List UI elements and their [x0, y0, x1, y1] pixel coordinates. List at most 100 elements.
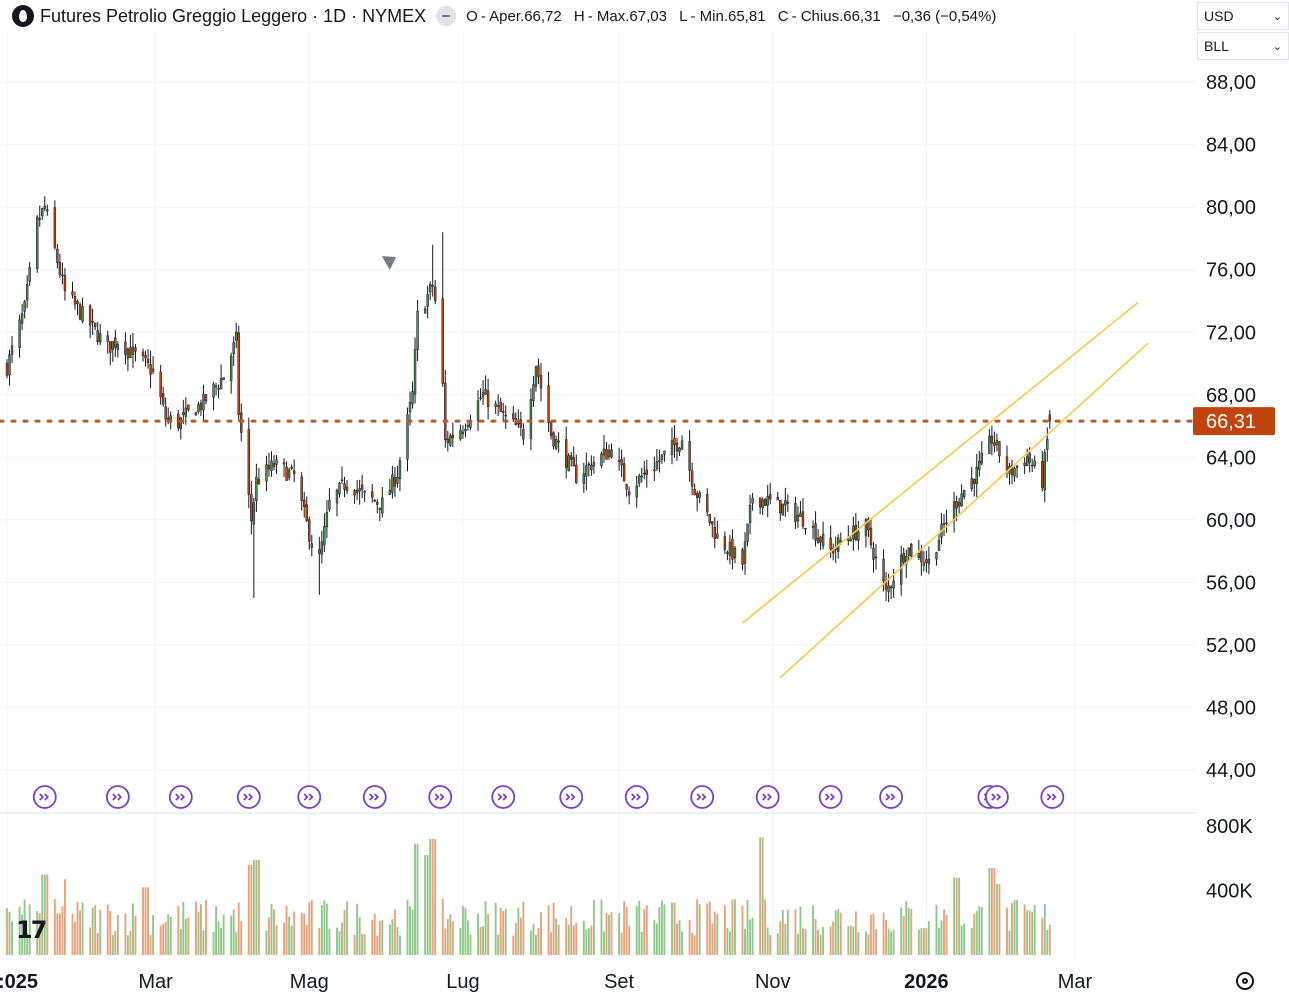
candle-body [270, 460, 273, 471]
candle-body [585, 465, 588, 477]
volume-bar [283, 922, 286, 955]
time-axis: :025 Mar Mag Lug Set Nov 2026 Mar [0, 971, 1093, 993]
price-tick-label: 60,00 [1206, 510, 1256, 532]
event-marker-icon [236, 785, 261, 809]
volume-bar [655, 923, 658, 955]
candle-body [63, 275, 67, 292]
last-price-badge [1193, 407, 1275, 436]
price-tick-label: 56,00 [1206, 572, 1256, 594]
volume-bar [713, 911, 716, 955]
candle-body [643, 472, 646, 475]
volume-bar [759, 837, 762, 955]
event-marker-arrow [631, 793, 641, 801]
volume-bar [58, 913, 61, 955]
volume-bar [628, 925, 631, 955]
volume-bar [482, 926, 485, 955]
volume-bar [958, 877, 961, 955]
volume-bar [552, 902, 555, 955]
event-marker-icon [1040, 785, 1065, 809]
volume-bar [645, 905, 648, 955]
event-marker-ring [818, 785, 843, 809]
volume-bar [232, 909, 235, 955]
high-key: H [573, 7, 585, 25]
candle-body [373, 499, 376, 502]
candle-body [680, 440, 684, 450]
candle-body [779, 500, 782, 514]
candle-body [970, 478, 973, 490]
close-key: C [777, 7, 789, 25]
volume-bar [512, 935, 515, 955]
currency-select[interactable]: USD ⌄ [1197, 2, 1289, 30]
volume-bar [361, 933, 364, 955]
volume-bar [600, 899, 603, 955]
candle-body [502, 411, 505, 413]
candle-body [796, 515, 800, 522]
volume-bar [74, 921, 76, 955]
candle-body [353, 490, 356, 496]
volume-bar [177, 905, 180, 955]
candle-body [564, 439, 568, 468]
candle-body [116, 343, 120, 350]
event-marker-arrow [1046, 793, 1057, 801]
candle-body [25, 284, 29, 301]
volume-bar [547, 905, 550, 955]
volume-bar [550, 932, 553, 955]
volume-bar [290, 925, 293, 955]
candle-body [794, 503, 797, 522]
candle-body [255, 476, 258, 502]
volume-bar [681, 931, 684, 955]
candle-body [444, 382, 447, 440]
candle-body [758, 497, 762, 508]
event-marker-arrow [497, 793, 508, 801]
event-marker-ring [362, 785, 387, 809]
volume-bar [484, 901, 487, 955]
volume-bar [1046, 929, 1049, 955]
candle-body [46, 209, 49, 212]
volume-bar [235, 932, 238, 955]
candle-body [76, 300, 79, 304]
volume-bar [1028, 910, 1031, 955]
candle-body [592, 462, 596, 467]
volume-bar [988, 868, 991, 955]
volume-bar [268, 917, 270, 955]
volume-bar [582, 920, 585, 955]
candle-body [428, 284, 432, 293]
candle-body [431, 284, 434, 287]
candle-body [252, 502, 256, 525]
candle-body [464, 428, 467, 432]
volume-bar [494, 902, 497, 955]
candle-body [434, 286, 437, 301]
candle-body [38, 218, 41, 220]
volume-bar [53, 899, 56, 955]
candle-body [1025, 456, 1029, 467]
candle-body [1023, 462, 1026, 466]
candle-body [363, 490, 366, 493]
volume-bar [875, 929, 877, 955]
settings-gear-icon[interactable] [1236, 972, 1254, 990]
symbol-title[interactable]: Futures Petrolio Greggio Leggero · 1D · … [40, 5, 427, 26]
volume-bar [358, 917, 361, 955]
channel-upper-line [742, 301, 1139, 624]
candle-body [867, 518, 870, 531]
price-tick-label: 44,00 [1206, 760, 1256, 782]
volume-bar [250, 864, 253, 955]
candle-body [973, 479, 976, 485]
candle-body [272, 463, 276, 468]
high-value: - Max.67,03 [587, 7, 667, 25]
candle-body [182, 412, 185, 415]
event-marker-icon [690, 785, 715, 809]
candle-body [821, 534, 825, 547]
volume-bar [426, 855, 429, 955]
volume-bar [461, 906, 464, 955]
candle-body [328, 500, 331, 510]
last-price-label: 66,31 [1206, 411, 1256, 433]
volume-bar [696, 899, 699, 955]
volume-bar [499, 907, 502, 955]
collapse-dot-icon[interactable] [436, 6, 457, 26]
candle-body [161, 393, 165, 405]
unit-select[interactable]: BLL ⌄ [1197, 32, 1289, 60]
volume-bar [784, 924, 787, 955]
volume-bar [872, 913, 875, 955]
volume-bar [980, 907, 983, 955]
